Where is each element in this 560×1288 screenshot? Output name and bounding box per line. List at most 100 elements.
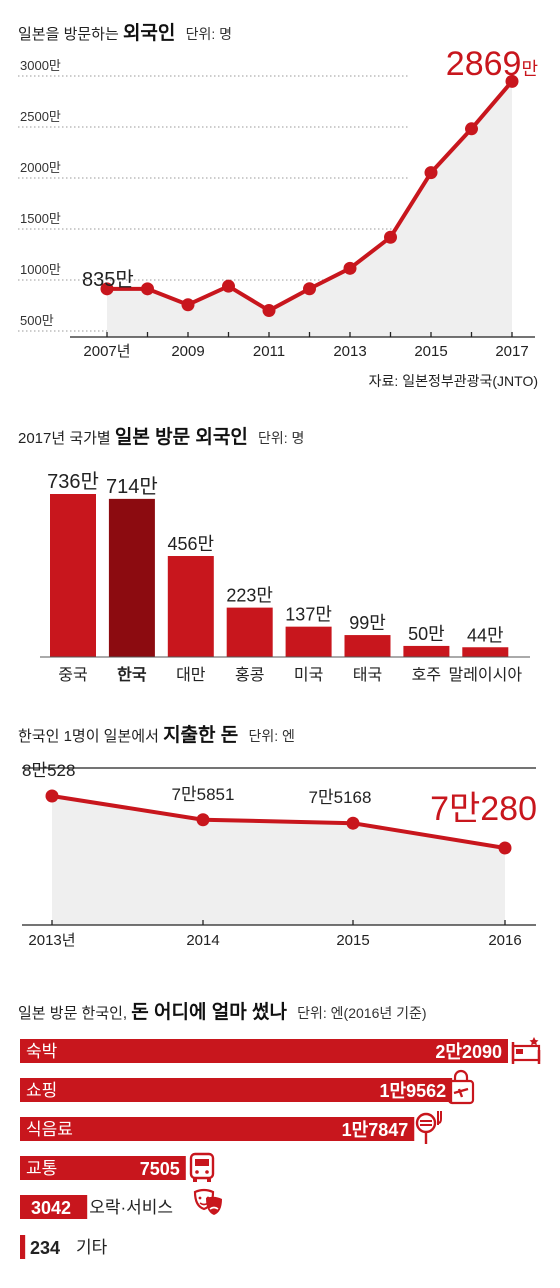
spending-end-label: 7만280	[430, 790, 537, 828]
spending-x-tick-label: 2014	[186, 932, 219, 949]
spending-value-label: 8만528	[22, 761, 75, 780]
visitors-point	[141, 282, 154, 296]
country-bar	[344, 635, 391, 657]
spending-point	[196, 813, 210, 827]
visitors-start-label: 835만	[82, 268, 134, 291]
category-bar-section: 일본 방문 한국인, 돈 어디에 얼마 썼나 단위: 엔(2016년 기준) 숙…	[0, 985, 560, 1288]
category-bar	[20, 1156, 186, 1180]
visitors-line-title-bold: 외국인	[122, 23, 176, 44]
category-label: 쇼핑	[26, 1081, 57, 1100]
category-value: 234	[30, 1238, 60, 1258]
category-label: 기타	[76, 1238, 108, 1257]
spending-line-unit: 단위: 엔	[248, 728, 295, 744]
category-bar-chart: 숙박 2만2090 쇼핑 1만9562 식음료 1만7847 교통 7505 3042 오락·서비…	[20, 1037, 541, 1259]
visitors-line-title: 일본을 방문하는 외국인 단위: 명	[18, 18, 232, 45]
bed-icon	[511, 1037, 541, 1064]
country-bar	[226, 607, 273, 657]
visitors-source: 자료: 일본정부관광국(JNTO)	[368, 373, 538, 389]
country-bar	[50, 494, 96, 657]
visitors-point	[424, 166, 438, 180]
country-bar	[403, 645, 450, 657]
country-bar-value: 50만	[408, 624, 445, 644]
country-bar-value: 714만	[106, 475, 158, 498]
visitors-x-tick-label: 2009	[171, 343, 204, 360]
visitors-x-tick-label: 2013	[333, 343, 366, 360]
visitors-point	[181, 298, 195, 312]
country-bar-value: 223만	[226, 586, 273, 606]
country-bar-title-pre: 2017년 국가별	[18, 430, 111, 447]
visitors-point	[505, 74, 519, 88]
category-bar-title-pre: 일본 방문 한국인,	[18, 1005, 128, 1022]
visitors-y-tick-label: 2000만	[20, 160, 61, 175]
visitors-point	[100, 282, 114, 296]
category-bar-title: 일본 방문 한국인, 돈 어디에 얼마 썼나 단위: 엔(2016년 기준)	[18, 997, 427, 1024]
country-category-label: 말레이시아	[448, 666, 522, 684]
spending-value-label: 7만5851	[172, 785, 235, 804]
category-label: 교통	[26, 1159, 57, 1178]
category-value: 2만2090	[435, 1042, 502, 1062]
visitors-line-chart: 500만 1000만 1500만 2000만 2500만 3000만 2007년 2009 20…	[18, 45, 538, 360]
category-bar	[20, 1039, 508, 1063]
spending-point	[498, 841, 512, 855]
country-category-label: 미국	[294, 666, 323, 684]
theater-masks-icon	[193, 1188, 222, 1215]
country-bar-value: 137만	[285, 605, 332, 625]
visitors-area	[107, 81, 512, 337]
country-bar-unit: 단위: 명	[258, 430, 305, 446]
spending-value-label: 7만5168	[309, 788, 372, 807]
country-category-label: 중국	[58, 667, 87, 684]
visitors-end-number: 2869	[446, 45, 522, 83]
spending-area	[52, 796, 505, 925]
spending-series-line	[51, 794, 506, 850]
category-value: 3042	[31, 1198, 71, 1218]
category-label: 식음료	[26, 1120, 73, 1139]
shopping-bag-icon	[447, 1069, 475, 1105]
visitors-point	[343, 261, 357, 275]
visitors-point	[384, 230, 397, 244]
country-bar	[285, 626, 332, 657]
spending-x-tick-label: 2015	[336, 932, 369, 949]
visitors-x-tick-label: 2007년	[83, 343, 130, 360]
visitors-y-tick-label: 2500만	[20, 109, 61, 124]
category-bar-unit: 단위: 엔(2016년 기준)	[297, 1005, 427, 1021]
visitors-line-section: 일본을 방문하는 외국인 단위: 명 500만 1000만 1500만 2000만 25…	[0, 0, 560, 400]
visitors-x-tick-label: 2017	[495, 343, 528, 360]
visitors-y-tick-label: 3000만	[20, 58, 61, 73]
spending-x-tick-label: 2013년	[28, 932, 75, 949]
category-value: 1만9562	[380, 1081, 447, 1101]
category-value: 1만7847	[342, 1120, 409, 1140]
spending-line-title: 한국인 1명이 일본에서 지출한 돈 단위: 엔	[18, 720, 295, 747]
category-bar	[20, 1195, 88, 1219]
country-bar-title: 2017년 국가별 일본 방문 외국인 단위: 명	[18, 422, 304, 449]
country-bar-value: 736만	[47, 470, 99, 493]
visitors-y-tick-label: 1500만	[20, 211, 61, 226]
spending-point	[45, 789, 59, 803]
country-bar-value: 44만	[467, 625, 504, 645]
visitors-point	[262, 304, 276, 318]
visitors-end-unit: 만	[521, 59, 538, 79]
bus-icon	[189, 1152, 215, 1182]
visitors-y-tick-label: 1000만	[20, 262, 61, 277]
visitors-y-tick-label: 500만	[20, 313, 54, 328]
category-value: 7505	[140, 1159, 180, 1179]
visitors-point	[303, 282, 316, 296]
country-category-label: 한국	[117, 665, 147, 684]
country-category-label: 홍콩	[235, 666, 264, 684]
spending-x-tick-label: 2016	[488, 932, 521, 949]
country-category-label: 태국	[353, 666, 382, 684]
visitors-point	[222, 279, 235, 293]
category-bar-title-bold: 돈 어디에 얼마 썼나	[131, 1002, 287, 1023]
category-bar	[20, 1117, 415, 1141]
country-bar	[108, 498, 155, 657]
country-bar	[167, 556, 214, 657]
visitors-x-tick-label: 2011	[253, 343, 285, 360]
visitors-line-title-pre: 일본을 방문하는	[18, 26, 119, 43]
spending-line-section: 한국인 1명이 일본에서 지출한 돈 단위: 엔 2013년 2014 2015 20…	[0, 700, 560, 970]
country-category-label: 호주	[412, 667, 441, 684]
country-bar-value: 456만	[168, 534, 215, 554]
spending-point	[346, 816, 360, 830]
spending-line-title-bold: 지출한 돈	[163, 725, 239, 746]
country-category-label: 대만	[176, 666, 206, 684]
visitors-line-unit: 단위: 명	[185, 26, 232, 42]
